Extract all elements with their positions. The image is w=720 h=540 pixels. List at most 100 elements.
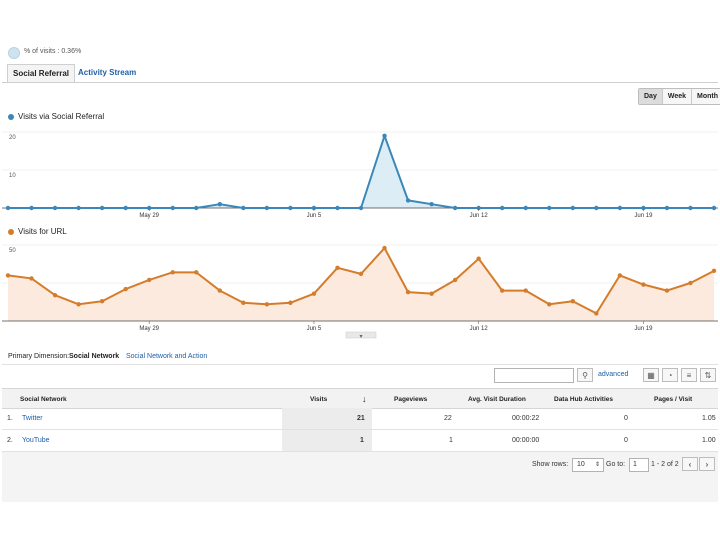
data-point — [217, 202, 222, 207]
data-point — [358, 271, 364, 277]
data-point — [500, 205, 505, 211]
day-button[interactable]: Day — [639, 89, 662, 104]
row-visits: 21 — [357, 415, 365, 422]
data-point — [570, 299, 575, 304]
primary-dimension-divider — [2, 364, 718, 365]
next-page-icon[interactable]: › — [699, 457, 715, 471]
series-line — [8, 134, 714, 209]
data-point — [405, 198, 411, 203]
data-point — [382, 133, 387, 138]
x-tick-label: Jun 5 — [307, 213, 322, 219]
goto-input[interactable]: 1 — [629, 458, 649, 472]
pie-view-icon[interactable]: ◔ — [662, 368, 678, 382]
data-point — [288, 205, 293, 211]
data-point — [523, 288, 528, 293]
data-point — [76, 205, 81, 211]
row-pageviews: 1 — [449, 437, 453, 444]
view-toggle-group: ▦ ◔ ≡ ⇅ — [643, 368, 716, 382]
series1-dot — [8, 113, 14, 120]
prev-page-icon[interactable]: ‹ — [682, 457, 698, 471]
primary-dimension-network-action[interactable]: Social Network and Action — [126, 353, 208, 360]
data-point — [570, 205, 575, 211]
data-point — [711, 205, 717, 211]
data-point — [547, 205, 552, 211]
chart-resize-handle: ▾ — [345, 331, 377, 340]
show-rows-label: Show rows: — [532, 461, 569, 468]
data-point — [194, 205, 199, 211]
performance-view-icon[interactable]: ≡ — [681, 368, 697, 382]
row-index: 2. — [7, 437, 13, 444]
comparison-view-icon[interactable]: ⇅ — [700, 368, 716, 382]
row-visits: 1 — [360, 437, 364, 444]
tab-social-referral[interactable]: Social Referral — [7, 64, 76, 83]
data-point — [382, 245, 387, 251]
x-tick-label: Jun 19 — [634, 326, 653, 332]
data-point — [29, 205, 34, 211]
table-search-input[interactable] — [494, 368, 574, 383]
chevron-down-icon: ⇕ — [595, 462, 601, 468]
percent-visits-indicator — [8, 47, 20, 59]
row-avg-duration: 00:00:22 — [512, 415, 540, 422]
series-area — [8, 135, 714, 208]
data-point — [241, 205, 246, 211]
table-view-icon[interactable]: ▦ — [643, 368, 659, 382]
chart1-legend-label: Visits via Social Referral — [18, 112, 105, 121]
tab-underline — [2, 82, 718, 83]
y-tick-label: 50 — [9, 248, 16, 254]
chart1-legend: Visits via Social Referral — [8, 112, 104, 121]
data-point — [99, 299, 105, 304]
row-pages-visit: 1.05 — [702, 415, 716, 422]
data-point — [429, 291, 434, 296]
data-point — [147, 277, 152, 283]
data-point — [5, 205, 11, 211]
data-point — [452, 277, 458, 283]
data-point — [500, 288, 505, 293]
data-point — [594, 205, 599, 211]
table-header: Social Network Visits ↓ Pageviews Avg. V… — [2, 388, 718, 409]
table-row: 1. Twitter 21 22 00:00:22 0 1.05 — [2, 408, 718, 430]
data-point — [405, 289, 411, 295]
advanced-filter-link[interactable]: advanced — [598, 371, 629, 378]
header-social-network[interactable]: Social Network — [20, 396, 67, 403]
row-pageviews: 22 — [444, 415, 452, 422]
row-network-link[interactable]: YouTube — [22, 437, 50, 444]
data-point — [241, 300, 246, 305]
x-tick-label: Jun 5 — [307, 326, 322, 332]
y-tick-label: 10 — [9, 173, 16, 179]
data-point — [617, 205, 623, 211]
data-point — [594, 311, 599, 316]
header-data-hub-activities[interactable]: Data Hub Activities — [554, 396, 613, 403]
header-pages-per-visit[interactable]: Pages / Visit — [654, 396, 693, 403]
row-avg-duration: 00:00:00 — [512, 437, 540, 444]
header-visits[interactable]: Visits — [310, 396, 328, 403]
sort-desc-icon[interactable]: ↓ — [362, 394, 367, 404]
header-pageviews[interactable]: Pageviews — [394, 396, 428, 403]
data-point — [52, 205, 58, 211]
data-point — [711, 268, 717, 274]
chart2-legend: Visits for URL — [8, 227, 67, 236]
primary-dimension-social-network[interactable]: Social Network — [69, 353, 120, 360]
tab-activity-stream[interactable]: Activity Stream — [78, 68, 137, 77]
x-tick-label: Jun 19 — [634, 213, 653, 219]
chart2-legend-label: Visits for URL — [18, 227, 67, 236]
data-point — [99, 205, 105, 211]
data-point — [664, 205, 670, 211]
row-pages-visit: 1.00 — [702, 437, 716, 444]
header-avg-visit-duration[interactable]: Avg. Visit Duration — [468, 396, 526, 403]
row-data-hub: 0 — [624, 437, 628, 444]
show-rows-value: 10 — [577, 461, 585, 468]
table-row: 2. YouTube 1 1 00:00:00 0 1.00 — [2, 430, 718, 452]
data-point — [429, 202, 434, 207]
week-button[interactable]: Week — [661, 89, 691, 104]
pagination-bar: Show rows: 10 ⇕ Go to: 1 1 - 2 of 2 ‹ › — [2, 452, 718, 502]
search-icon[interactable]: ⚲ — [577, 368, 593, 382]
data-point — [29, 276, 34, 281]
y-tick-label: 20 — [9, 135, 16, 141]
month-button[interactable]: Month — [691, 89, 720, 104]
goto-label: Go to: — [606, 461, 626, 468]
show-rows-select[interactable]: 10 ⇕ — [572, 458, 604, 472]
svg-text:▾: ▾ — [359, 333, 362, 340]
row-network-link[interactable]: Twitter — [22, 415, 43, 422]
data-point — [335, 205, 340, 211]
data-point — [123, 205, 128, 211]
